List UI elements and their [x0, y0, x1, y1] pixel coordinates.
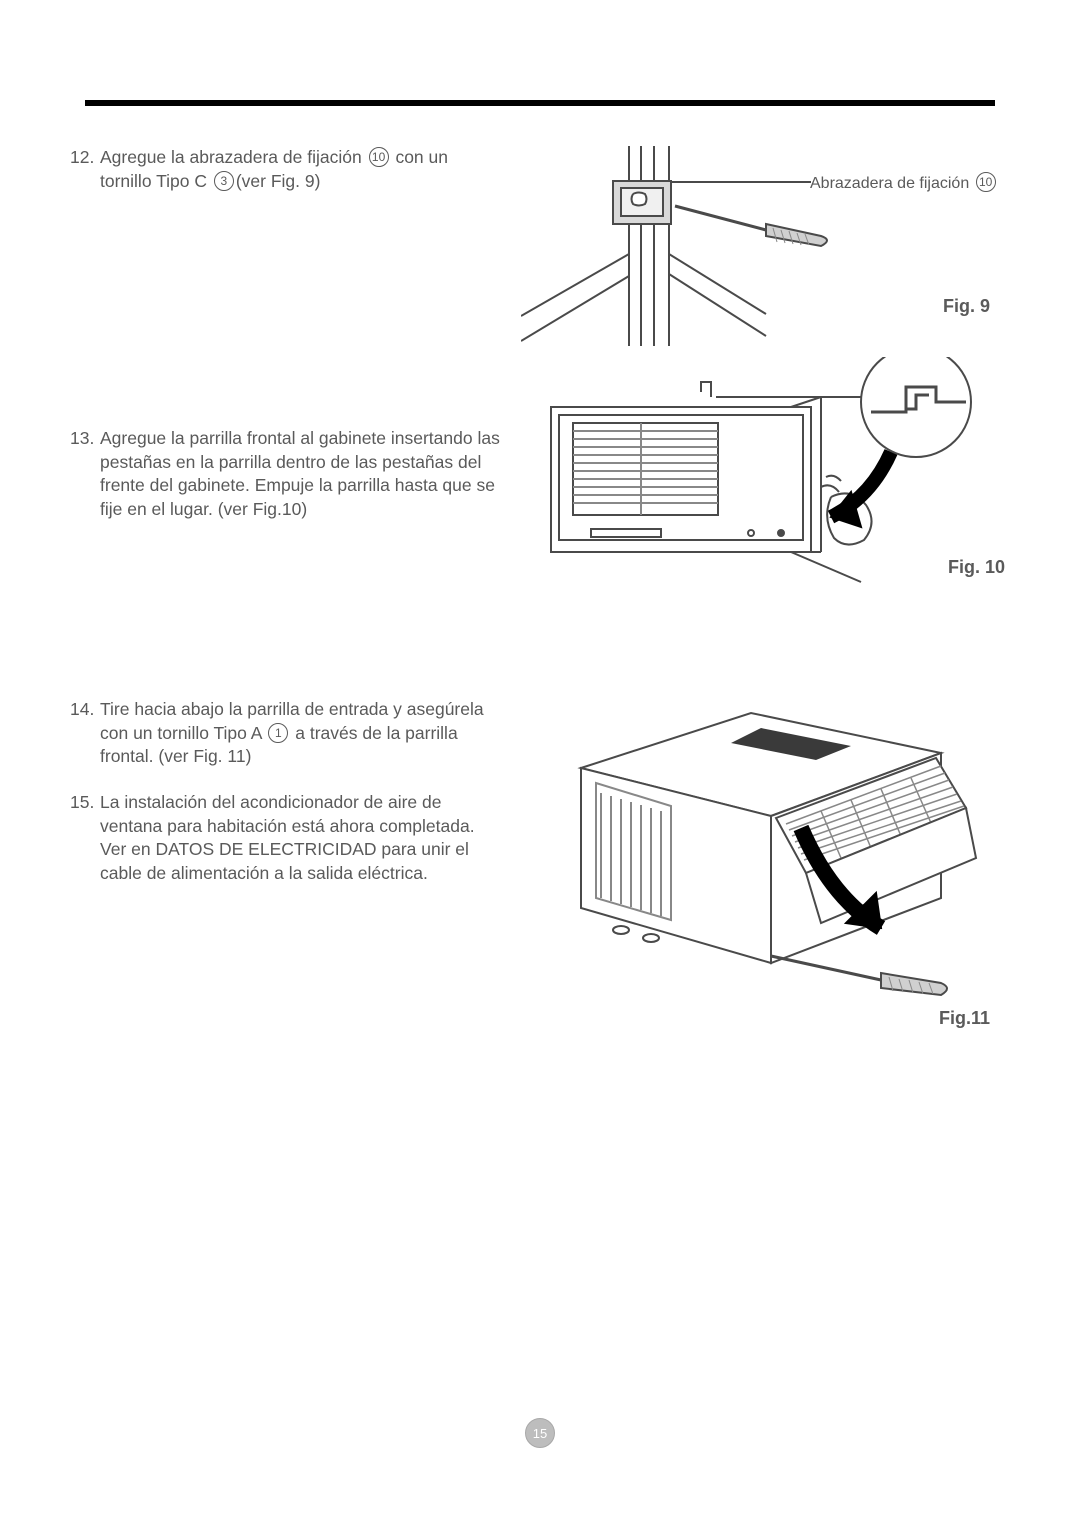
step-body: Tire hacia abajo la parrilla de entrada … [100, 698, 501, 769]
row-step-13: 13. Agregue la parrilla frontal al gabin… [70, 357, 1010, 578]
step-number: 13. [70, 427, 100, 522]
step-12: 12. Agregue la abrazadera de fijación 10… [70, 146, 501, 193]
circled-number-1: 1 [268, 723, 288, 743]
fig10-label: Fig. 10 [521, 557, 1010, 578]
step-body: Agregue la parrilla frontal al gabinete … [100, 427, 501, 522]
page-number: 15 [533, 1426, 547, 1441]
circled-number-10: 10 [369, 147, 389, 167]
step-13: 13. Agregue la parrilla frontal al gabin… [70, 427, 501, 522]
row-steps-14-15: 14. Tire hacia abajo la parrilla de entr… [70, 698, 1010, 1029]
page-number-badge: 15 [525, 1418, 555, 1448]
step-number: 12. [70, 146, 100, 193]
circled-number-10: 10 [976, 172, 996, 192]
step-number: 14. [70, 698, 100, 769]
text: (ver Fig. 9) [236, 171, 321, 191]
step-14: 14. Tire hacia abajo la parrilla de entr… [70, 698, 501, 769]
fig10-illustration [521, 357, 1011, 587]
step-number: 15. [70, 791, 100, 886]
text: Agregue la abrazadera de fijación [100, 147, 367, 167]
figure-11: Fig.11 [521, 698, 1010, 1029]
callout-text: Abrazadera de fijación [810, 175, 974, 192]
figure-10: Fig. 10 [521, 357, 1010, 578]
figure-9: Abrazadera de fijación 10 [521, 146, 1010, 317]
text-steps-14-15: 14. Tire hacia abajo la parrilla de entr… [70, 698, 501, 907]
circled-number-3: 3 [214, 171, 234, 191]
header-rule [85, 100, 995, 106]
row-step-12: 12. Agregue la abrazadera de fijación 10… [70, 146, 1010, 317]
fig11-illustration [521, 698, 1011, 998]
fig9-callout: Abrazadera de fijación 10 [810, 172, 1010, 193]
text-step-13: 13. Agregue la parrilla frontal al gabin… [70, 357, 501, 544]
step-body: La instalación del acondicionador de air… [100, 791, 501, 886]
manual-page: 12. Agregue la abrazadera de fijación 10… [0, 0, 1080, 1518]
fig11-label: Fig.11 [521, 1008, 1010, 1029]
text-step-12: 12. Agregue la abrazadera de fijación 10… [70, 146, 501, 215]
step-15: 15. La instalación del acondicionador de… [70, 791, 501, 886]
step-body: Agregue la abrazadera de fijación 10 con… [100, 146, 501, 193]
